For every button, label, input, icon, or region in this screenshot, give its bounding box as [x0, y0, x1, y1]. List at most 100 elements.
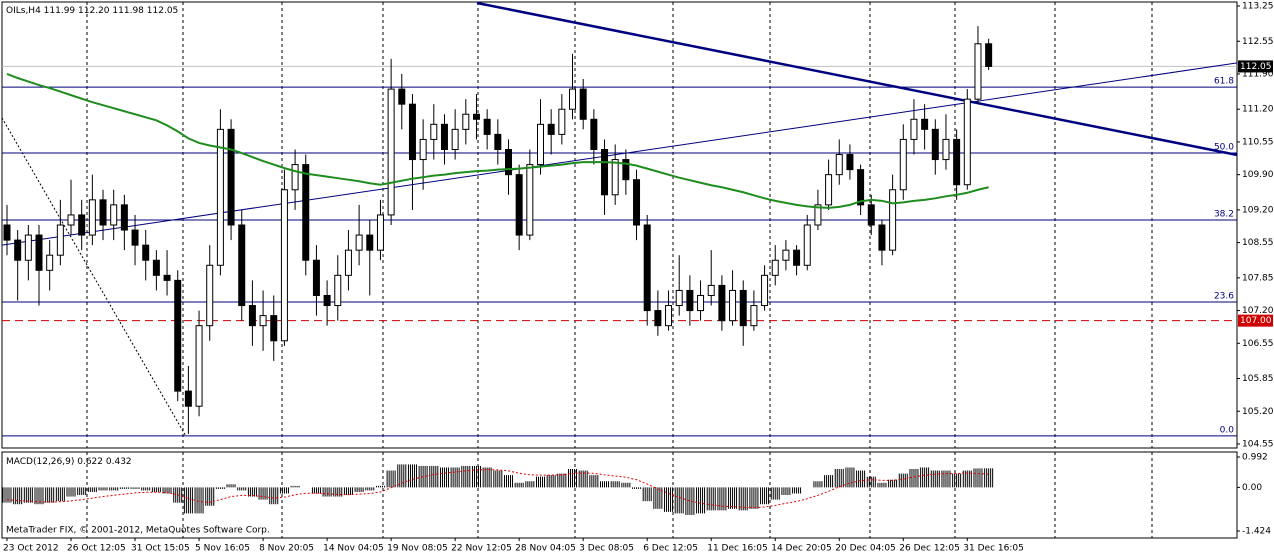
fibo-label: 38.2 — [1214, 209, 1234, 219]
candle-body — [867, 204, 875, 226]
candle-body — [184, 390, 192, 407]
y-tick-label: 104.55 — [1242, 439, 1274, 449]
x-tick-label: 6 Dec 12:05 — [643, 544, 698, 554]
candle-body — [889, 189, 897, 251]
candle-body — [622, 159, 630, 181]
candle-body — [878, 224, 886, 251]
alert-label: 107.00 — [1240, 316, 1272, 326]
fibo-label: 0.0 — [1220, 425, 1235, 435]
y-tick-label: 110.55 — [1242, 137, 1274, 147]
candle-body — [697, 294, 705, 312]
y-tick-label: 105.85 — [1242, 374, 1274, 384]
macd-signal — [6, 469, 989, 509]
symbol: OILs,H4 — [6, 6, 41, 16]
candle-body — [195, 325, 203, 407]
candle-body — [515, 174, 523, 236]
candle-body — [803, 224, 811, 266]
candle-body — [558, 108, 566, 135]
candle-body — [259, 315, 267, 327]
candle-body — [846, 154, 854, 171]
x-tick-label: 11 Dec 16:05 — [707, 544, 768, 554]
candle-body — [398, 88, 406, 105]
candle-body — [99, 199, 107, 226]
x-tick-label: 14 Nov 04:05 — [323, 544, 384, 554]
macd-value: 0.622 — [77, 457, 103, 467]
x-tick-label: 8 Nov 20:05 — [259, 544, 314, 554]
x-tick-label: 26 Dec 12:05 — [899, 544, 960, 554]
candle-body — [270, 315, 278, 342]
candle-body — [899, 138, 907, 191]
y-tick-label: 113.25 — [1242, 2, 1274, 12]
candle-body — [686, 289, 694, 312]
fibo-label: 50.0 — [1214, 143, 1234, 153]
candle-body — [67, 214, 75, 226]
candle-body — [334, 274, 342, 307]
candle-body — [344, 249, 352, 276]
y-tick-label: 107.85 — [1242, 273, 1274, 283]
x-tick-label: 28 Nov 04:05 — [515, 544, 576, 554]
trendline — [476, 1, 1238, 157]
y-tick-label: 111.90 — [1242, 69, 1274, 79]
candle-body — [152, 259, 160, 276]
candle-body — [771, 259, 779, 276]
low-value: 111.98 — [112, 6, 144, 16]
macd-y-tick-label: 0.992 — [1242, 452, 1268, 462]
copyright: MetaTrader FIX, © 2001-2012, MetaQuotes … — [6, 526, 270, 536]
price-label: 112.05 — [1240, 62, 1272, 72]
candle-body — [718, 284, 726, 322]
candle-body — [355, 234, 363, 251]
candle-body — [494, 133, 502, 150]
candle-body — [942, 138, 950, 161]
candle-body — [974, 43, 982, 100]
candle-body — [761, 274, 769, 307]
price-panel — [1, 1, 1238, 449]
candle-body — [782, 249, 790, 261]
x-tick-label: 23 Oct 2012 — [3, 544, 59, 554]
candle-body — [729, 289, 737, 322]
candle-body — [46, 254, 54, 271]
candle-body — [88, 199, 96, 236]
candle-body — [216, 128, 224, 266]
candle-body — [633, 179, 641, 226]
candle-body — [910, 118, 918, 140]
candle-body — [547, 123, 555, 135]
y-tick-label: 107.20 — [1242, 306, 1274, 316]
candle-body — [142, 244, 150, 261]
candle-body — [611, 159, 619, 196]
candle-body — [750, 305, 758, 327]
candle-body — [3, 224, 11, 241]
y-tick-label: 109.90 — [1242, 170, 1274, 180]
candle-body — [291, 164, 299, 191]
signal-value: 0.432 — [106, 457, 132, 467]
candle-body — [601, 148, 609, 196]
x-tick-label: 14 Dec 20:05 — [771, 544, 832, 554]
candle-body — [280, 189, 288, 342]
candle-body — [419, 138, 427, 161]
candle-body — [462, 113, 470, 130]
candle-body — [579, 88, 587, 120]
candle-body — [643, 224, 651, 312]
fibo-label: 61.8 — [1214, 77, 1234, 87]
x-tick-label: 31 Oct 15:05 — [131, 544, 190, 554]
candle-body — [56, 224, 64, 256]
alert-label-box — [1238, 314, 1273, 327]
close-value: 112.05 — [147, 6, 179, 16]
candle-body — [440, 123, 448, 150]
candle-body — [206, 264, 214, 327]
candle-body — [302, 164, 310, 261]
x-tick-label: 22 Nov 12:05 — [451, 544, 512, 554]
y-tick-label: 112.55 — [1242, 37, 1274, 47]
candle-body — [472, 113, 480, 120]
candle-body — [323, 294, 331, 307]
high-value: 112.20 — [78, 6, 110, 16]
macd-title: MACD(12,26,9) — [6, 457, 74, 467]
candle-body — [675, 289, 683, 307]
x-tick-label: 20 Dec 04:05 — [835, 544, 896, 554]
candle-body — [985, 43, 993, 67]
macd-header: MACD(12,26,9) 0.622 0.432 — [6, 457, 132, 467]
fibo-label: 23.6 — [1214, 292, 1234, 302]
candle-body — [163, 274, 171, 281]
candle-body — [78, 214, 86, 236]
y-tick-label: 106.55 — [1242, 339, 1274, 349]
